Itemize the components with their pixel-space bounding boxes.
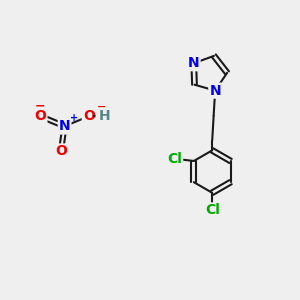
- Text: −: −: [34, 100, 45, 113]
- Text: H: H: [98, 109, 110, 123]
- Text: ·: ·: [92, 110, 96, 123]
- Text: O: O: [83, 109, 95, 123]
- Text: Cl: Cl: [205, 203, 220, 218]
- Text: O: O: [34, 109, 46, 123]
- Text: N: N: [188, 56, 200, 70]
- Text: −: −: [97, 102, 106, 112]
- Text: N: N: [59, 119, 70, 134]
- Text: +: +: [70, 112, 78, 123]
- Text: N: N: [209, 84, 221, 98]
- Text: O: O: [56, 145, 68, 158]
- Text: Cl: Cl: [167, 152, 182, 167]
